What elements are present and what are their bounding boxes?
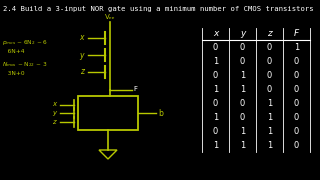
Text: 0: 0 bbox=[294, 127, 299, 136]
Text: 0: 0 bbox=[240, 57, 245, 66]
Text: z: z bbox=[267, 30, 272, 39]
Text: 3N+0: 3N+0 bbox=[2, 71, 25, 76]
Text: 1: 1 bbox=[213, 141, 218, 150]
Text: y: y bbox=[240, 30, 245, 39]
Text: x: x bbox=[213, 30, 218, 39]
Text: 1: 1 bbox=[240, 84, 245, 93]
Text: x: x bbox=[52, 102, 56, 107]
Text: 0: 0 bbox=[240, 112, 245, 122]
Text: 1: 1 bbox=[213, 112, 218, 122]
Text: 0: 0 bbox=[294, 141, 299, 150]
Text: F: F bbox=[294, 30, 299, 39]
Text: 0: 0 bbox=[294, 71, 299, 80]
Text: Vₑₑ: Vₑₑ bbox=[105, 14, 115, 20]
Text: 0: 0 bbox=[213, 42, 218, 51]
Text: 1: 1 bbox=[267, 141, 272, 150]
Text: y: y bbox=[52, 110, 56, 116]
Text: z: z bbox=[80, 68, 84, 76]
Text: 1: 1 bbox=[240, 141, 245, 150]
Text: 0: 0 bbox=[267, 84, 272, 93]
Text: 1: 1 bbox=[294, 42, 299, 51]
Text: 0: 0 bbox=[267, 42, 272, 51]
Text: 1: 1 bbox=[213, 84, 218, 93]
Text: b: b bbox=[158, 109, 163, 118]
Text: 1: 1 bbox=[267, 127, 272, 136]
Bar bbox=[78, 96, 138, 130]
Text: F: F bbox=[133, 86, 137, 92]
Text: 0: 0 bbox=[213, 127, 218, 136]
Text: 0: 0 bbox=[240, 42, 245, 51]
Text: 1: 1 bbox=[240, 127, 245, 136]
Text: $p_{mos}$ ~ 6N$_2$ ~ 6: $p_{mos}$ ~ 6N$_2$ ~ 6 bbox=[2, 38, 48, 47]
Text: 0: 0 bbox=[240, 98, 245, 107]
Text: x: x bbox=[79, 33, 84, 42]
Text: 0: 0 bbox=[294, 84, 299, 93]
Text: 0: 0 bbox=[267, 57, 272, 66]
Text: 1: 1 bbox=[240, 71, 245, 80]
Text: 0: 0 bbox=[294, 57, 299, 66]
Text: $N_{mos}$ ~ N$_{22}$ ~ 3: $N_{mos}$ ~ N$_{22}$ ~ 3 bbox=[2, 60, 48, 69]
Text: y: y bbox=[79, 51, 84, 60]
Text: 0: 0 bbox=[294, 112, 299, 122]
Text: 0: 0 bbox=[213, 71, 218, 80]
Text: 6N+4: 6N+4 bbox=[2, 49, 25, 54]
Text: 0: 0 bbox=[294, 98, 299, 107]
Text: 1: 1 bbox=[213, 57, 218, 66]
Text: z: z bbox=[52, 118, 56, 125]
Text: 2.4 Build a 3-input NOR gate using a minimum number of CMOS transistors: 2.4 Build a 3-input NOR gate using a min… bbox=[3, 6, 314, 12]
Text: 1: 1 bbox=[267, 98, 272, 107]
Text: 0: 0 bbox=[267, 71, 272, 80]
Text: 0: 0 bbox=[213, 98, 218, 107]
Text: 1: 1 bbox=[267, 112, 272, 122]
